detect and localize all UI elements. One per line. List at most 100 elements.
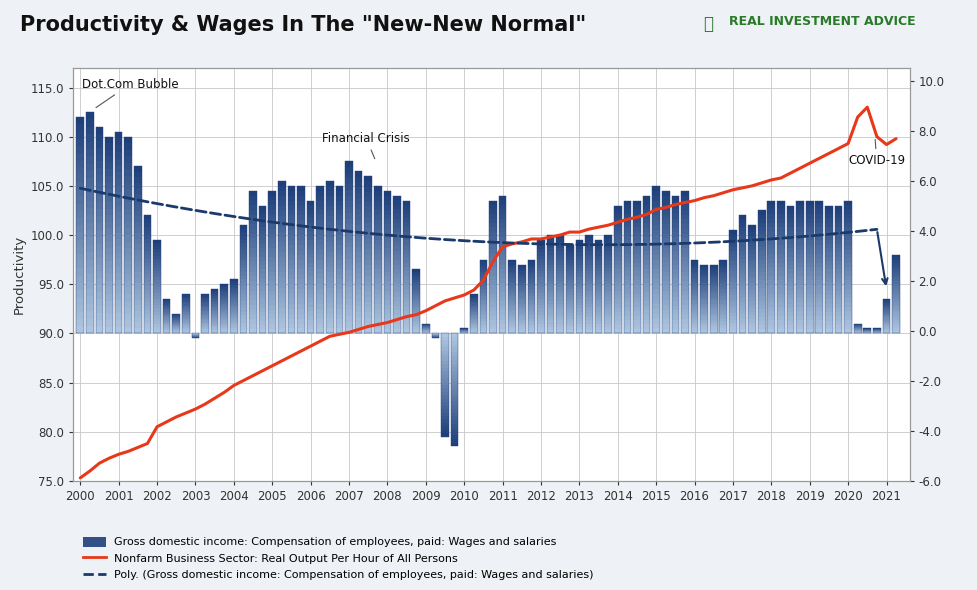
Bar bbox=[355, 279, 362, 285]
Bar bbox=[450, 405, 458, 409]
Bar bbox=[738, 239, 745, 243]
Bar bbox=[239, 276, 247, 279]
Bar bbox=[709, 320, 717, 322]
Bar bbox=[335, 240, 343, 245]
Bar bbox=[441, 419, 448, 423]
Bar bbox=[230, 281, 237, 283]
Bar bbox=[355, 296, 362, 301]
Bar bbox=[566, 266, 573, 268]
Bar bbox=[574, 324, 582, 327]
Bar bbox=[614, 222, 621, 227]
Bar bbox=[345, 293, 353, 299]
Bar bbox=[201, 317, 209, 319]
Bar bbox=[642, 214, 650, 219]
Bar bbox=[96, 244, 104, 251]
Bar bbox=[825, 308, 831, 312]
Bar bbox=[182, 332, 190, 333]
Bar bbox=[556, 327, 564, 330]
Bar bbox=[508, 291, 516, 294]
Bar bbox=[632, 324, 640, 329]
Bar bbox=[767, 245, 775, 250]
Bar bbox=[153, 243, 161, 246]
Bar bbox=[825, 274, 831, 278]
Bar bbox=[891, 268, 899, 270]
Bar bbox=[843, 312, 851, 316]
Bar bbox=[287, 245, 295, 250]
Bar bbox=[719, 312, 727, 314]
Bar bbox=[412, 316, 419, 319]
Bar bbox=[891, 278, 899, 281]
Bar bbox=[383, 300, 391, 305]
Bar bbox=[546, 278, 554, 281]
Bar bbox=[777, 209, 784, 214]
Bar bbox=[383, 191, 391, 195]
Bar bbox=[652, 225, 659, 230]
Bar bbox=[479, 272, 487, 274]
Bar bbox=[345, 299, 353, 304]
Bar bbox=[76, 139, 84, 146]
Bar bbox=[518, 267, 525, 269]
Bar bbox=[690, 316, 698, 319]
Bar bbox=[450, 420, 458, 424]
Bar bbox=[106, 176, 112, 182]
Bar bbox=[815, 289, 823, 294]
Bar bbox=[815, 271, 823, 276]
Bar bbox=[239, 294, 247, 297]
Bar bbox=[450, 431, 458, 435]
Bar bbox=[124, 235, 132, 241]
Bar bbox=[652, 191, 659, 196]
Bar bbox=[144, 258, 151, 263]
Bar bbox=[777, 236, 784, 241]
Bar bbox=[172, 320, 180, 321]
Bar bbox=[623, 329, 630, 333]
Bar bbox=[652, 319, 659, 323]
Bar bbox=[182, 300, 190, 302]
Bar bbox=[441, 333, 448, 337]
Bar bbox=[106, 320, 112, 327]
Bar bbox=[86, 171, 94, 179]
Bar bbox=[182, 316, 190, 317]
Bar bbox=[815, 236, 823, 241]
Bar bbox=[201, 296, 209, 297]
Bar bbox=[316, 191, 323, 196]
Bar bbox=[373, 196, 381, 201]
Bar bbox=[335, 201, 343, 205]
Bar bbox=[364, 223, 371, 228]
Bar bbox=[470, 331, 477, 332]
Bar bbox=[211, 292, 218, 294]
Bar bbox=[153, 302, 161, 306]
Bar bbox=[335, 225, 343, 230]
Bar bbox=[106, 255, 112, 261]
Bar bbox=[412, 284, 419, 287]
Bar bbox=[518, 281, 525, 283]
Bar bbox=[86, 120, 94, 127]
Bar bbox=[632, 294, 640, 298]
Bar bbox=[479, 306, 487, 309]
Bar bbox=[297, 304, 305, 309]
Bar bbox=[239, 243, 247, 247]
Bar bbox=[96, 271, 104, 278]
Bar bbox=[383, 262, 391, 267]
Bar bbox=[345, 316, 353, 322]
Bar bbox=[479, 291, 487, 294]
Bar bbox=[355, 171, 362, 176]
Bar bbox=[777, 329, 784, 333]
Bar bbox=[86, 215, 94, 223]
Bar bbox=[86, 319, 94, 326]
Bar bbox=[355, 253, 362, 258]
Bar bbox=[373, 186, 381, 333]
Bar bbox=[815, 280, 823, 285]
Bar bbox=[508, 272, 516, 274]
Bar bbox=[527, 329, 534, 331]
Bar bbox=[297, 186, 305, 191]
Bar bbox=[373, 215, 381, 220]
Bar bbox=[403, 201, 410, 205]
Bar bbox=[76, 124, 84, 132]
Bar bbox=[393, 320, 401, 324]
Bar bbox=[882, 322, 889, 323]
Bar bbox=[144, 322, 151, 326]
Bar bbox=[805, 218, 813, 223]
Bar bbox=[719, 304, 727, 306]
Bar bbox=[153, 265, 161, 268]
Bar bbox=[450, 345, 458, 349]
